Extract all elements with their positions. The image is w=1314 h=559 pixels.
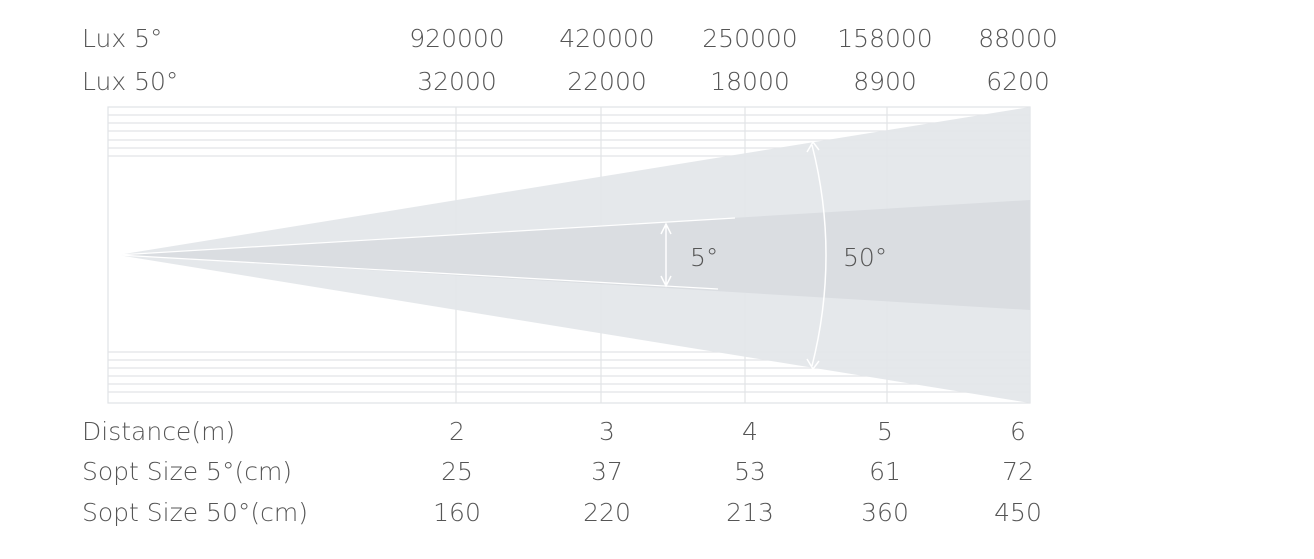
row-value: 220 bbox=[583, 498, 631, 527]
row-value: 37 bbox=[591, 457, 623, 486]
row-value: 25 bbox=[441, 457, 473, 486]
row-value: 22000 bbox=[567, 67, 647, 96]
row-value: 420000 bbox=[559, 24, 654, 53]
row-label: Lux 50° bbox=[82, 67, 178, 96]
row-value: 6 bbox=[1010, 417, 1026, 446]
row-value: 6200 bbox=[986, 67, 1050, 96]
row-label: Lux 5° bbox=[82, 24, 162, 53]
row-value: 250000 bbox=[702, 24, 797, 53]
wide-arrow bbox=[806, 140, 827, 371]
row-value: 213 bbox=[726, 498, 774, 527]
row-label: Sopt Size 5°(cm) bbox=[82, 457, 292, 486]
row-value: 2 bbox=[449, 417, 465, 446]
row-value: 88000 bbox=[978, 24, 1058, 53]
row-label: Sopt Size 50°(cm) bbox=[82, 498, 308, 527]
row-value: 72 bbox=[1002, 457, 1034, 486]
row-value: 158000 bbox=[837, 24, 932, 53]
row-label: Distance(m) bbox=[82, 417, 235, 446]
row-value: 920000 bbox=[409, 24, 504, 53]
narrow-beam-label: 5° bbox=[690, 243, 718, 272]
row-value: 5 bbox=[877, 417, 893, 446]
row-value: 18000 bbox=[710, 67, 790, 96]
narrow-beam bbox=[118, 200, 1030, 310]
row-value: 160 bbox=[433, 498, 481, 527]
row-value: 61 bbox=[869, 457, 901, 486]
row-value: 360 bbox=[861, 498, 909, 527]
narrow-arrow bbox=[660, 222, 672, 288]
narrow-edge bbox=[117, 217, 736, 290]
row-value: 4 bbox=[742, 417, 758, 446]
row-value: 450 bbox=[994, 498, 1042, 527]
row-value: 32000 bbox=[417, 67, 497, 96]
wide-beam-label: 50° bbox=[843, 243, 887, 272]
row-value: 3 bbox=[599, 417, 615, 446]
row-value: 8900 bbox=[853, 67, 917, 96]
row-value: 53 bbox=[734, 457, 766, 486]
